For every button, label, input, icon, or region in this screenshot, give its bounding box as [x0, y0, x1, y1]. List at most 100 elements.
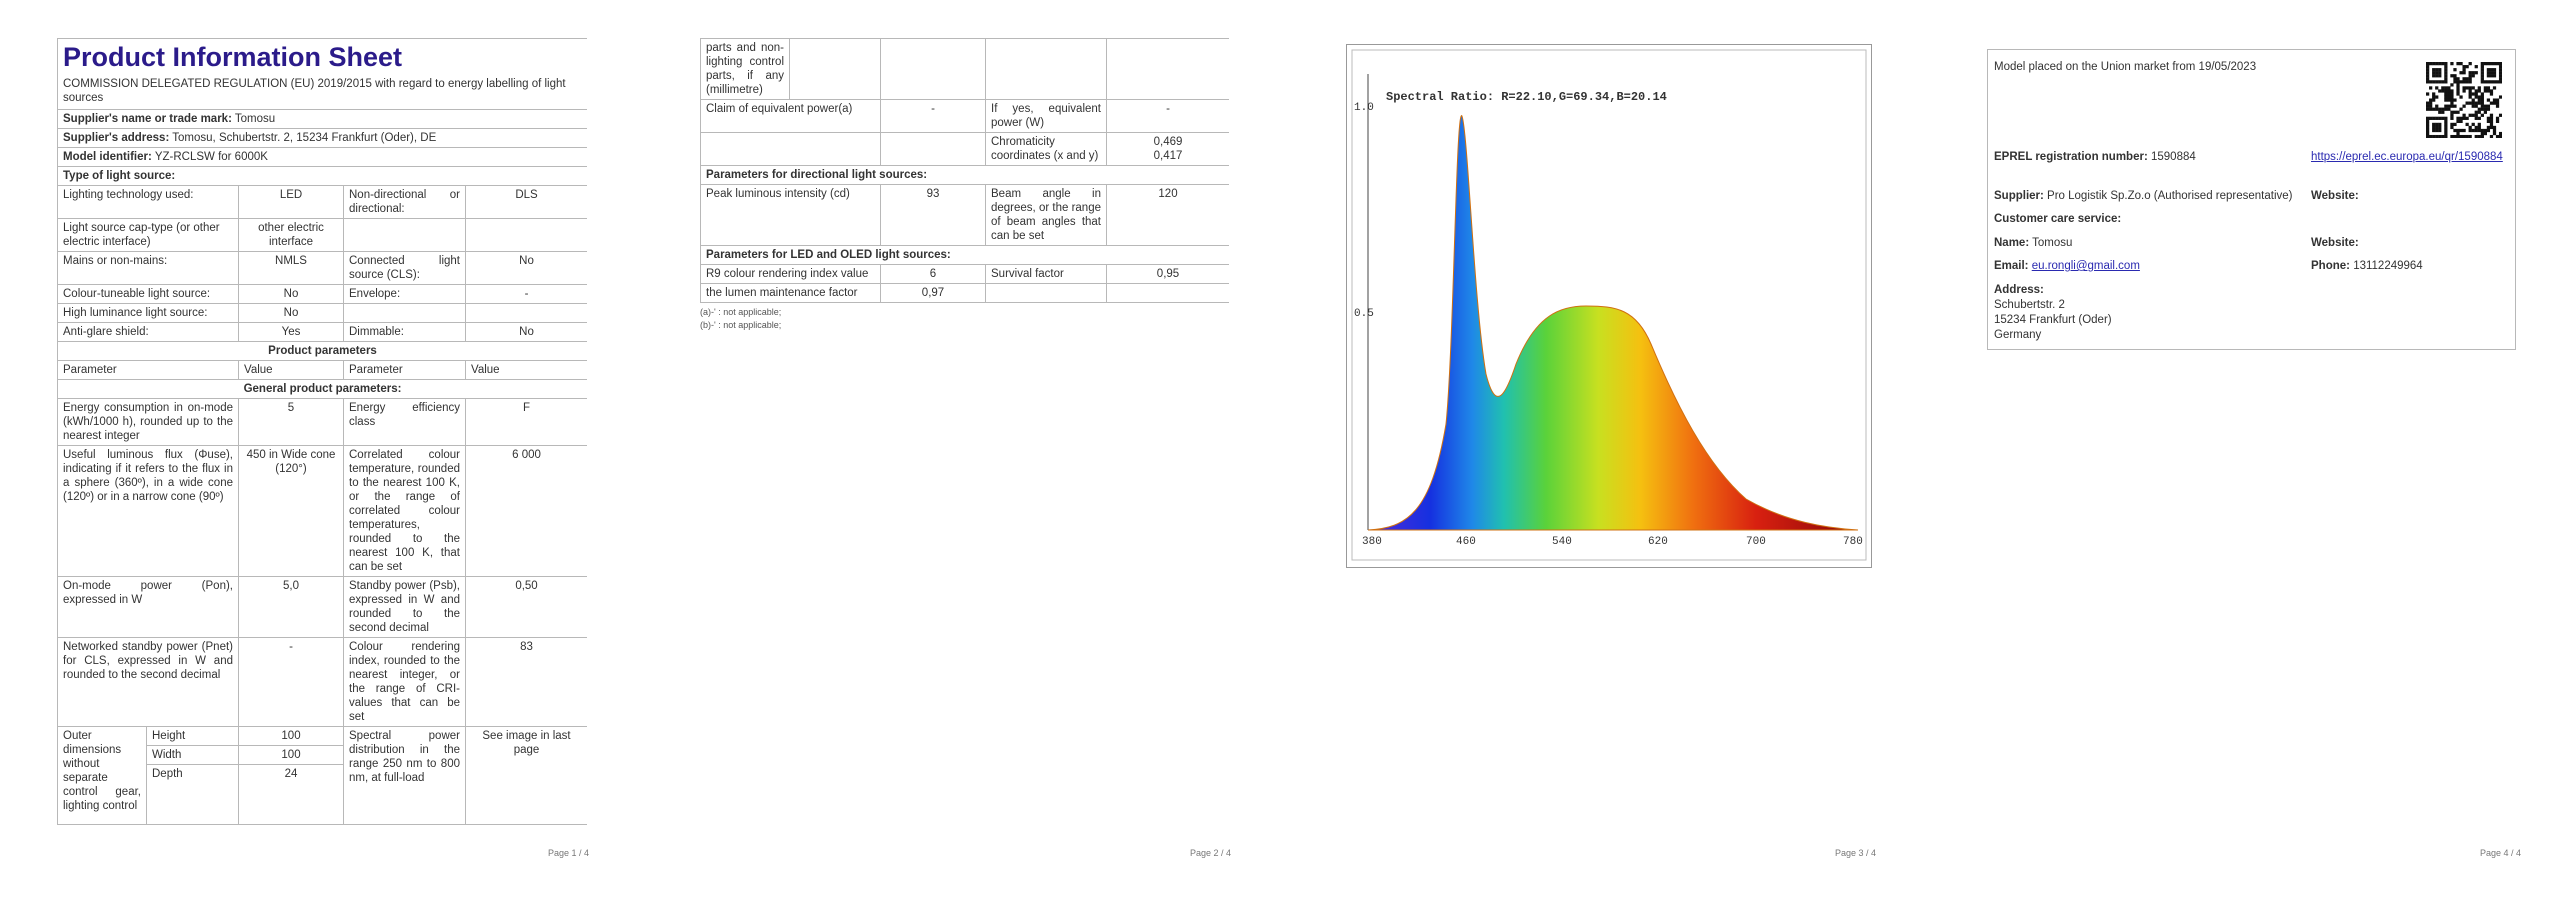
qr-module	[2429, 134, 2433, 138]
qr-module	[2495, 80, 2500, 84]
email-link[interactable]: eu.rongli@gmail.com	[2031, 260, 2140, 272]
table-cell: -	[238, 637, 344, 727]
table-cell: other electric interface	[238, 218, 344, 252]
qr-module	[2462, 80, 2466, 84]
table-cell: -	[1106, 99, 1229, 133]
qr-module	[2495, 116, 2500, 120]
qr-module	[2456, 119, 2460, 123]
table-cell: -	[880, 99, 986, 133]
qr-module	[2489, 62, 2494, 66]
page-1: Product Information Sheet COMMISSION DELE…	[57, 38, 587, 846]
qr-module	[2471, 101, 2475, 105]
qr-module	[2489, 125, 2494, 130]
qr-module	[2465, 134, 2469, 138]
table-cell: 5	[238, 398, 344, 446]
qr-module	[2477, 110, 2481, 114]
y-label: 1.0	[1354, 102, 1374, 114]
qr-module	[2426, 65, 2430, 69]
qr-module	[2441, 80, 2445, 84]
qr-module	[2432, 116, 2436, 120]
table-row: Peak luminous intensity (cd) 93 Beam angle…	[700, 184, 1229, 246]
qr-module	[2426, 125, 2430, 130]
qr-module	[2438, 110, 2442, 114]
table-cell: DLS	[464, 185, 587, 219]
qr-module	[2477, 98, 2481, 102]
qr-module	[2462, 65, 2466, 69]
qr-module	[2432, 92, 2436, 96]
value: Pro Logistik Sp.Zo.o (Authorised represe…	[2047, 190, 2293, 202]
qr-module	[2489, 74, 2494, 78]
qr-module	[2471, 98, 2475, 102]
label: Supplier:	[1994, 190, 2044, 202]
label: Phone:	[2311, 260, 2350, 272]
qr-module	[2447, 104, 2451, 108]
qr-module	[2444, 77, 2448, 81]
qr-module	[2429, 116, 2433, 120]
table-cell: No	[238, 303, 344, 323]
qr-module	[2444, 116, 2448, 120]
qr-module	[2429, 104, 2433, 108]
qr-module	[2495, 119, 2500, 123]
qr-module	[2498, 131, 2502, 136]
qr-module	[2477, 89, 2481, 93]
qr-module	[2444, 95, 2448, 99]
qr-module	[2450, 74, 2454, 78]
value: 1590884	[2151, 151, 2196, 163]
qr-module	[2432, 95, 2436, 99]
qr-module	[2456, 86, 2460, 90]
x-label: 620	[1648, 536, 1668, 548]
table-row: On-mode power (Pon), expressed in W 5,0 St…	[57, 576, 587, 638]
qr-module	[2432, 128, 2436, 133]
qr-module	[2498, 113, 2502, 117]
qr-module	[2459, 119, 2463, 123]
qr-module	[2441, 107, 2445, 111]
qr-module	[2489, 71, 2494, 75]
qr-module	[2489, 122, 2494, 127]
qr-module	[2444, 71, 2448, 75]
qr-module	[2432, 98, 2436, 102]
table-cell: Colour rendering index, rounded to the n…	[343, 637, 466, 727]
qr-module	[2453, 128, 2457, 133]
table-cell: Parameter	[57, 360, 239, 380]
table-row: Useful luminous flux (Φuse), indicating …	[57, 445, 587, 577]
qr-module	[2456, 92, 2460, 96]
table-cell: parts and non-lighting control parts, if…	[700, 38, 790, 100]
qr-module	[2438, 71, 2442, 75]
qr-module	[2474, 125, 2478, 130]
qr-module	[2456, 77, 2460, 81]
qr-module	[2438, 128, 2442, 133]
qr-module	[2435, 125, 2439, 130]
qr-module	[2453, 104, 2457, 108]
qr-module	[2489, 89, 2494, 93]
table-cell	[1106, 38, 1229, 100]
table-row: Claim of equivalent power(a) - If yes, equ…	[700, 99, 1229, 133]
qr-module	[2444, 122, 2448, 127]
text: parts and non-lighting control parts, if…	[700, 38, 1229, 303]
qr-module	[2492, 62, 2497, 66]
qr-module	[2444, 128, 2448, 133]
note: (b)-' : not applicable;	[700, 320, 782, 330]
text: Phone: 13112249964	[2311, 259, 2423, 274]
qr-module	[2435, 80, 2439, 84]
table-row: Product Information Sheet COMMISSION DELE…	[57, 38, 587, 110]
address-line: Germany	[1994, 329, 2042, 341]
text: Email: eu.rongli@gmail.com	[1994, 259, 2140, 274]
qr-module	[2426, 122, 2430, 127]
qr-module	[2480, 62, 2484, 66]
placed: Model placed on the Union market from 19…	[1994, 61, 2257, 73]
qr-module	[2444, 104, 2448, 108]
qr-module	[2453, 122, 2457, 127]
address-line: 15234 Frankfurt (Oder)	[1994, 314, 2112, 326]
table-row: Depth 24	[58, 764, 588, 825]
qr-module	[2450, 83, 2454, 87]
qr-module	[2498, 65, 2502, 69]
eprel-link[interactable]: https://eprel.ec.europa.eu/qr/1590884	[2311, 151, 2503, 163]
label: Email:	[1994, 260, 2029, 272]
table-cell: Supplier's name or trade mark: Tomosu	[57, 109, 587, 129]
table-cell	[700, 132, 881, 166]
qr-module	[2486, 80, 2491, 84]
table-cell: 450 in Wide cone (120°)	[238, 445, 344, 577]
table-row: Energy consumption in on-mode (kWh/1000 …	[57, 398, 587, 446]
label: EPREL registration number:	[1994, 151, 2148, 163]
qr-module	[2468, 125, 2472, 130]
